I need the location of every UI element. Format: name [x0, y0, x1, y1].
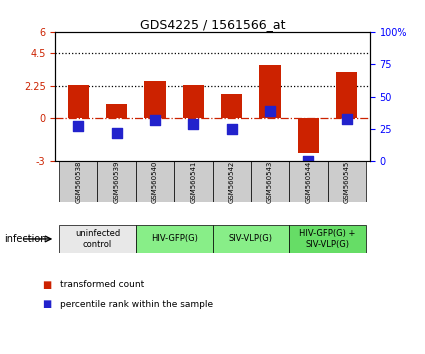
Bar — [212, 225, 289, 253]
Text: ■: ■ — [42, 299, 52, 309]
Text: transformed count: transformed count — [60, 280, 144, 290]
Text: GSM560541: GSM560541 — [190, 160, 196, 203]
Text: SIV-VLP(G): SIV-VLP(G) — [229, 234, 273, 244]
Text: uninfected
control: uninfected control — [75, 229, 120, 249]
Bar — [251, 161, 289, 202]
Text: infection: infection — [4, 234, 47, 244]
Text: GSM560540: GSM560540 — [152, 160, 158, 203]
Bar — [97, 161, 136, 202]
Point — [113, 130, 120, 135]
Bar — [336, 72, 357, 118]
Point — [75, 123, 82, 129]
Text: GSM560545: GSM560545 — [344, 160, 350, 203]
Bar — [106, 104, 127, 118]
Bar — [298, 118, 319, 153]
Bar — [59, 161, 97, 202]
Point — [190, 121, 197, 127]
Text: GSM560539: GSM560539 — [113, 160, 119, 203]
Bar — [136, 161, 174, 202]
Bar — [328, 161, 366, 202]
Point — [266, 108, 273, 114]
Bar — [260, 65, 280, 118]
Bar — [289, 161, 328, 202]
Bar — [136, 225, 212, 253]
Text: HIV-GFP(G): HIV-GFP(G) — [151, 234, 198, 244]
Text: GSM560543: GSM560543 — [267, 160, 273, 203]
Bar — [183, 85, 204, 118]
Bar — [68, 85, 89, 118]
Bar — [221, 94, 242, 118]
Point — [152, 117, 159, 122]
Text: GSM560542: GSM560542 — [229, 160, 235, 203]
Bar — [212, 161, 251, 202]
Text: GSM560538: GSM560538 — [75, 160, 81, 203]
Text: percentile rank within the sample: percentile rank within the sample — [60, 300, 212, 309]
Point — [343, 116, 350, 122]
Bar — [59, 225, 136, 253]
Bar — [289, 225, 366, 253]
Point — [305, 159, 312, 164]
Text: GSM560544: GSM560544 — [306, 160, 312, 203]
Title: GDS4225 / 1561566_at: GDS4225 / 1561566_at — [140, 18, 285, 31]
Point — [228, 126, 235, 132]
Text: HIV-GFP(G) +
SIV-VLP(G): HIV-GFP(G) + SIV-VLP(G) — [299, 229, 356, 249]
Bar — [174, 161, 212, 202]
Text: ■: ■ — [42, 280, 52, 290]
Bar — [144, 81, 165, 118]
